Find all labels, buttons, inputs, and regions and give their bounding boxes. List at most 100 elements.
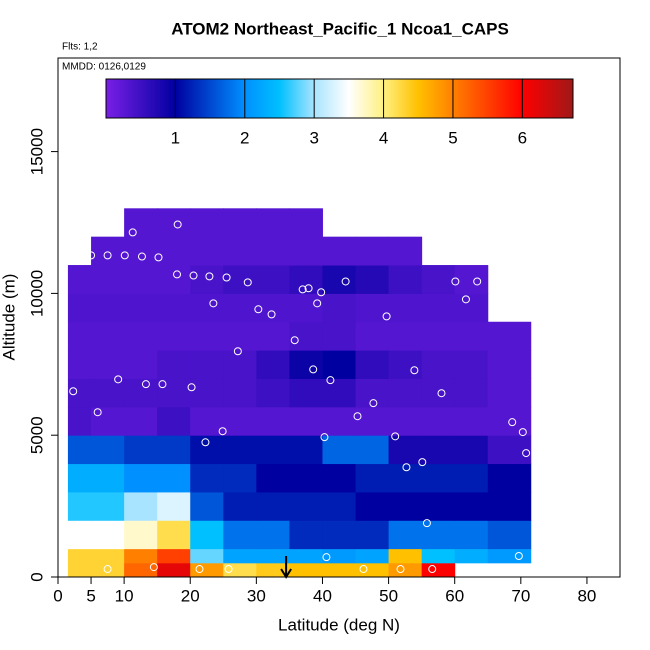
heat-cell: [388, 321, 423, 351]
heat-cell: [67, 548, 92, 564]
heat-cell: [421, 548, 456, 564]
heat-cell: [223, 321, 257, 351]
colorbar-tick-label: 5: [448, 128, 457, 147]
heat-cell: [454, 293, 489, 323]
heat-cell: [322, 406, 357, 436]
heat-cell: [388, 548, 423, 564]
heat-cell: [355, 265, 390, 294]
heat-cell: [124, 321, 158, 351]
colorbar: [105, 78, 574, 119]
heat-cell: [322, 463, 357, 493]
plot-frame: [57, 57, 621, 578]
heat-cell: [388, 463, 423, 493]
heat-cell: [256, 378, 290, 408]
heat-cell: [454, 350, 489, 379]
heat-cell: [256, 350, 290, 379]
heat-cell: [223, 236, 257, 266]
y-axis-label: Altitude (m): [0, 274, 18, 361]
heat-cell: [157, 293, 191, 323]
heat-cell: [454, 463, 489, 493]
heat-cell: [487, 321, 532, 351]
heat-cell: [289, 491, 323, 521]
heat-cell: [355, 435, 390, 465]
y-tick-label: 5000: [27, 416, 46, 454]
heat-cell: [322, 350, 357, 379]
heat-cell: [124, 378, 158, 408]
heat-cell: [157, 236, 191, 266]
heat-cell: [91, 548, 125, 564]
heat-cell: [124, 293, 158, 323]
heat-cell: [289, 321, 323, 351]
heat-cell: [67, 491, 92, 521]
heat-cell: [289, 406, 323, 436]
heat-cell: [256, 463, 290, 493]
flight-point: [137, 252, 146, 261]
heat-cell: [190, 236, 224, 266]
heat-cell: [256, 321, 290, 351]
heat-cell: [454, 491, 489, 521]
flight-point: [313, 299, 322, 308]
heat-cell: [421, 520, 456, 550]
heat-cell: [388, 406, 423, 436]
heat-cell: [289, 463, 323, 493]
heat-cell: [91, 435, 125, 465]
x-tick-label: 20: [181, 586, 200, 605]
x-tick-label: 70: [511, 586, 530, 605]
heat-cell: [223, 378, 257, 408]
colorbar-tick-label: 6: [518, 128, 527, 147]
flight-point: [189, 271, 198, 280]
flight-point: [422, 519, 431, 528]
heat-cell: [91, 236, 125, 266]
flight-point: [87, 251, 96, 260]
heat-cell: [223, 435, 257, 465]
heat-cell: [91, 520, 125, 550]
flight-point: [508, 418, 517, 427]
flight-point: [304, 284, 313, 293]
flight-point: [83, 251, 92, 260]
heat-cell: [487, 491, 532, 521]
flight-point: [158, 380, 167, 389]
heat-cell: [157, 321, 191, 351]
flight-point: [359, 565, 368, 574]
heat-cell: [454, 435, 489, 465]
y-tick-label: 15000: [27, 128, 46, 175]
heat-cell: [223, 265, 257, 294]
heat-cell: [256, 491, 290, 521]
flight-point: [243, 278, 252, 287]
flight-point: [149, 563, 158, 572]
heat-cell: [223, 520, 257, 550]
heat-cell: [67, 435, 92, 465]
heat-cell: [322, 293, 357, 323]
heat-cell: [388, 520, 423, 550]
flight-point: [437, 389, 446, 398]
heat-cell: [355, 491, 390, 521]
flight-point: [353, 412, 362, 421]
flight-point: [396, 565, 405, 574]
flight-point: [428, 565, 437, 574]
heat-cell: [322, 265, 357, 294]
heat-cell: [124, 265, 158, 294]
heat-cell: [454, 520, 489, 550]
heat-cell: [322, 491, 357, 521]
heat-cell: [256, 562, 290, 578]
heat-cell: [421, 463, 456, 493]
heat-cell: [289, 293, 323, 323]
heat-cell: [190, 321, 224, 351]
heat-cell: [157, 265, 191, 294]
heat-cell: [190, 548, 224, 564]
heat-cell: [256, 520, 290, 550]
heat-cell: [355, 293, 390, 323]
heat-cell: [223, 208, 257, 238]
flight-point: [290, 336, 299, 345]
heat-cell: [124, 562, 158, 578]
heat-cell: [487, 463, 532, 493]
heat-cell: [322, 236, 357, 266]
heat-cell: [157, 491, 191, 521]
y-tick-label: 0: [27, 572, 46, 581]
x-tick-label: 80: [577, 586, 596, 605]
heat-cell: [322, 321, 357, 351]
heat-cell: [67, 350, 92, 379]
flight-point: [195, 565, 204, 574]
flight-point: [451, 277, 460, 286]
heat-cell: [124, 491, 158, 521]
